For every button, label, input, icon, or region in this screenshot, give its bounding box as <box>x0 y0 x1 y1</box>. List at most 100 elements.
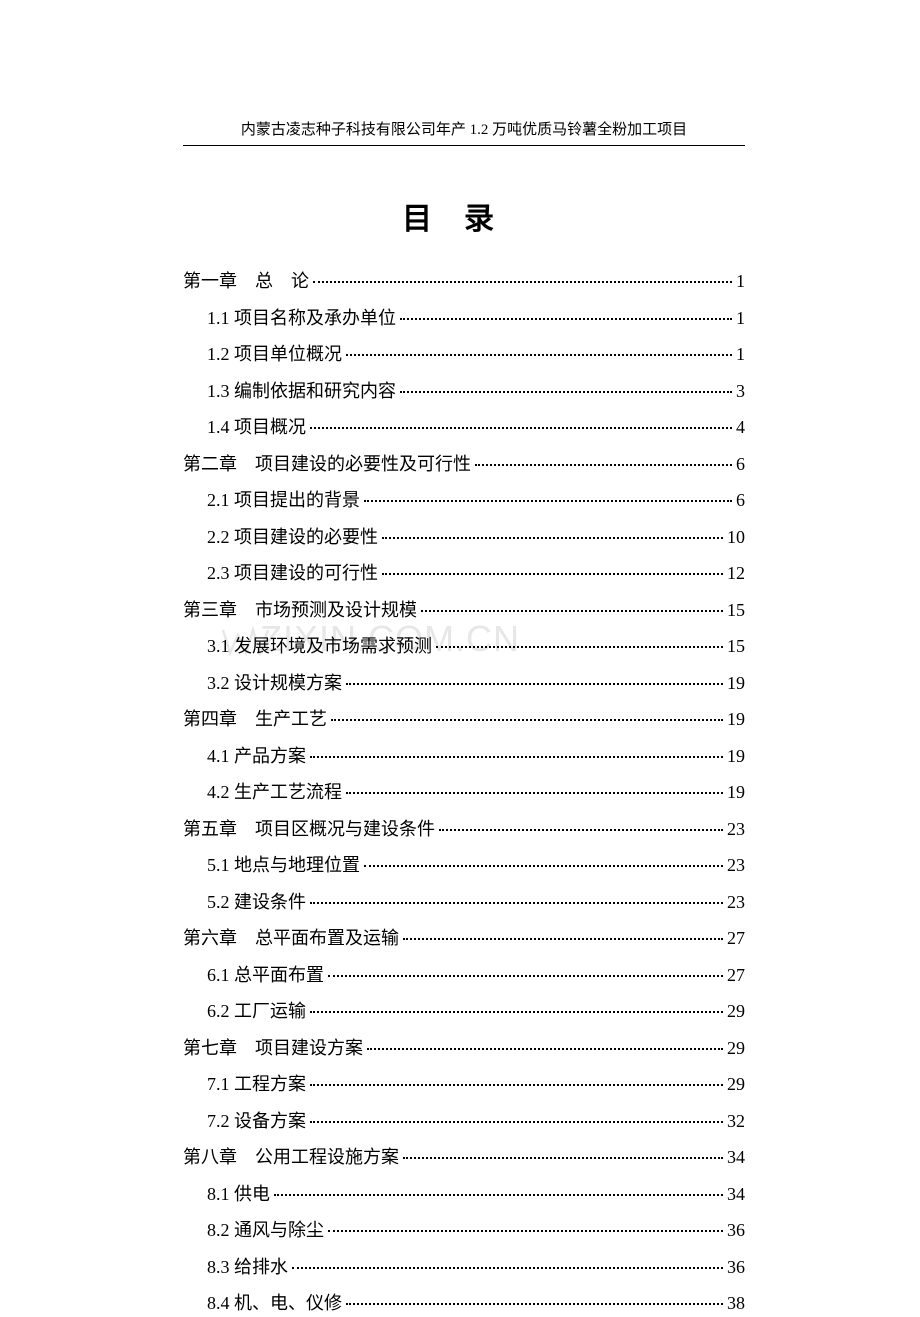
toc-dots <box>292 1267 723 1269</box>
toc-label: 5.2 建设条件 <box>207 889 306 916</box>
toc-page-number: 32 <box>727 1108 745 1135</box>
toc-label: 4.1 产品方案 <box>207 743 306 770</box>
toc-page-number: 12 <box>727 560 745 587</box>
toc-label: 1.1 项目名称及承办单位 <box>207 305 396 332</box>
toc-page-number: 1 <box>736 341 745 368</box>
toc-dots <box>367 1048 723 1050</box>
toc-dots <box>403 1157 723 1159</box>
toc-page-number: 19 <box>727 706 745 733</box>
toc-label: 1.2 项目单位概况 <box>207 341 342 368</box>
toc-entry: 5.1 地点与地理位置 23 <box>183 852 745 879</box>
toc-label: 第三章 市场预测及设计规模 <box>183 597 417 624</box>
toc-entry: 第八章 公用工程设施方案34 <box>183 1144 745 1171</box>
toc-label: 3.2 设计规模方案 <box>207 670 342 697</box>
toc-label: 第七章 项目建设方案 <box>183 1035 363 1062</box>
toc-label: 1.3 编制依据和研究内容 <box>207 378 396 405</box>
toc-label: 第四章 生产工艺 <box>183 706 327 733</box>
toc-dots <box>382 573 723 575</box>
toc-entry: 第四章 生产工艺 19 <box>183 706 745 733</box>
toc-page-number: 36 <box>727 1217 745 1244</box>
toc-entry: 1.1 项目名称及承办单位 1 <box>183 305 745 332</box>
toc-entry: 4.2 生产工艺流程 19 <box>183 779 745 806</box>
toc-label: 3.1 发展环境及市场需求预测 <box>207 633 432 660</box>
toc-dots <box>403 938 723 940</box>
toc-page-number: 4 <box>736 414 745 441</box>
toc-dots <box>310 427 732 429</box>
toc-label: 5.1 地点与地理位置 <box>207 852 360 879</box>
toc-entry: 4.1 产品方案 19 <box>183 743 745 770</box>
toc-label: 8.4 机、电、仪修 <box>207 1290 342 1317</box>
toc-entry: 第七章 项目建设方案 29 <box>183 1035 745 1062</box>
toc-label: 4.2 生产工艺流程 <box>207 779 342 806</box>
toc-dots <box>310 1011 723 1013</box>
toc-label: 2.2 项目建设的必要性 <box>207 524 378 551</box>
toc-label: 第六章 总平面布置及运输 <box>183 925 399 952</box>
toc-container: 第一章 总 论1 1.1 项目名称及承办单位 1 1.2 项目单位概况 1 1.3 编制依… <box>183 268 745 1317</box>
toc-entry: 2.2 项目建设的必要性 10 <box>183 524 745 551</box>
toc-page-number: 23 <box>727 889 745 916</box>
toc-entry: 3.2 设计规模方案 19 <box>183 670 745 697</box>
toc-page-number: 23 <box>727 852 745 879</box>
toc-entry: 2.3 项目建设的可行性 12 <box>183 560 745 587</box>
toc-dots <box>328 975 723 977</box>
toc-dots <box>274 1194 723 1196</box>
toc-dots <box>475 464 732 466</box>
toc-dots <box>346 683 723 685</box>
toc-dots <box>310 902 723 904</box>
toc-page-number: 38 <box>727 1290 745 1317</box>
toc-dots <box>328 1230 723 1232</box>
toc-label: 1.4 项目概况 <box>207 414 306 441</box>
toc-label: 6.1 总平面布置 <box>207 962 324 989</box>
toc-page-number: 3 <box>736 378 745 405</box>
header-divider <box>183 145 745 146</box>
toc-entry: 5.2 建设条件 23 <box>183 889 745 916</box>
toc-dots <box>382 537 723 539</box>
toc-entry: 1.3 编制依据和研究内容 3 <box>183 378 745 405</box>
toc-dots <box>400 318 732 320</box>
toc-page-number: 6 <box>736 451 745 478</box>
toc-label: 8.2 通风与除尘 <box>207 1217 324 1244</box>
toc-page-number: 27 <box>727 925 745 952</box>
toc-title: 目录 <box>183 194 745 238</box>
toc-dots <box>346 354 732 356</box>
toc-page-number: 19 <box>727 743 745 770</box>
toc-page-number: 29 <box>727 998 745 1025</box>
toc-page-number: 10 <box>727 524 745 551</box>
toc-entry: 第五章 项目区概况与建设条件23 <box>183 816 745 843</box>
toc-entry: 第三章 市场预测及设计规模 15 <box>183 597 745 624</box>
toc-label: 8.1 供电 <box>207 1181 270 1208</box>
toc-page-number: 29 <box>727 1035 745 1062</box>
toc-entry: 7.1 工程方案29 <box>183 1071 745 1098</box>
toc-page-number: 34 <box>727 1144 745 1171</box>
toc-label: 8.3 给排水 <box>207 1254 288 1281</box>
toc-entry: 8.1 供电 34 <box>183 1181 745 1208</box>
toc-page-number: 19 <box>727 670 745 697</box>
toc-label: 第五章 项目区概况与建设条件 <box>183 816 435 843</box>
toc-page-number: 15 <box>727 597 745 624</box>
toc-dots <box>346 1303 723 1305</box>
toc-entry: 6.1 总平面布置 27 <box>183 962 745 989</box>
toc-page-number: 19 <box>727 779 745 806</box>
toc-dots <box>310 756 723 758</box>
page-header: 内蒙古凌志种子科技有限公司年产 1.2 万吨优质马铃薯全粉加工项目 <box>183 118 745 139</box>
toc-entry: 2.1 项目提出的背景6 <box>183 487 745 514</box>
toc-page-number: 1 <box>736 305 745 332</box>
toc-entry: 6.2 工厂运输29 <box>183 998 745 1025</box>
toc-entry: 8.3 给排水 36 <box>183 1254 745 1281</box>
toc-entry: 1.2 项目单位概况 1 <box>183 341 745 368</box>
toc-page-number: 27 <box>727 962 745 989</box>
toc-entry: 3.1 发展环境及市场需求预测15 <box>183 633 745 660</box>
toc-entry: 第二章 项目建设的必要性及可行性 6 <box>183 451 745 478</box>
toc-dots <box>346 792 723 794</box>
toc-dots <box>310 1121 723 1123</box>
toc-label: 7.1 工程方案 <box>207 1071 306 1098</box>
toc-page-number: 34 <box>727 1181 745 1208</box>
toc-entry: 8.4 机、电、仪修 38 <box>183 1290 745 1317</box>
toc-page-number: 36 <box>727 1254 745 1281</box>
toc-label: 2.3 项目建设的可行性 <box>207 560 378 587</box>
toc-label: 第二章 项目建设的必要性及可行性 <box>183 451 471 478</box>
toc-entry: 第一章 总 论1 <box>183 268 745 295</box>
toc-dots <box>436 646 723 648</box>
toc-page-number: 6 <box>736 487 745 514</box>
toc-dots <box>313 281 732 283</box>
